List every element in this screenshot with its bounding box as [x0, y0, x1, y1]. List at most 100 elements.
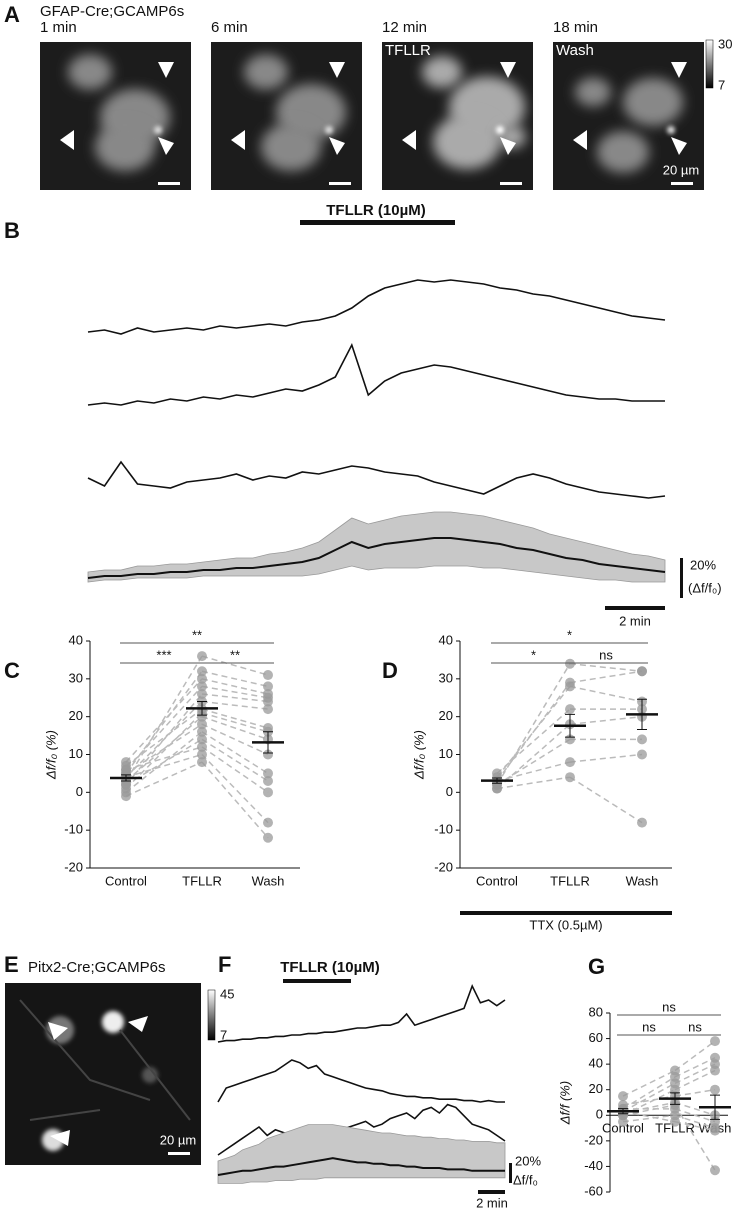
y-tick-label: 10	[439, 746, 453, 761]
x-tick-label: Control	[476, 873, 518, 888]
x-tick-label: Control	[602, 1121, 644, 1136]
paired-line	[569, 753, 643, 763]
paired-line	[201, 753, 269, 824]
drug-bar	[300, 220, 455, 225]
paired-line	[569, 715, 643, 725]
panel-title: GFAP-Cre;GCAMP6s	[40, 3, 184, 20]
y-tick-label: 0	[446, 784, 453, 799]
trace	[217, 1103, 506, 1156]
paired-line	[125, 716, 203, 782]
x-tick-label: Wash	[626, 873, 659, 888]
cell-signal	[261, 123, 321, 171]
paired-line	[201, 655, 269, 676]
paired-line	[125, 701, 203, 778]
soma	[325, 126, 333, 134]
y-tick-label: -40	[584, 1158, 603, 1173]
paired-line	[674, 1104, 716, 1171]
data-point	[197, 651, 207, 662]
paired-line	[201, 731, 269, 775]
scale-bar	[605, 606, 665, 610]
paired-line	[125, 708, 203, 767]
cell-signal	[244, 54, 288, 90]
arrowhead	[402, 62, 516, 155]
paired-line	[569, 776, 643, 824]
trace	[87, 460, 666, 499]
scale-label: 20 µm	[160, 1132, 196, 1147]
frame-time: 1 min	[40, 19, 77, 36]
paired-line	[622, 1114, 676, 1123]
y-tick-label: 20	[69, 708, 83, 723]
data-point	[197, 666, 207, 677]
data-point	[121, 791, 131, 802]
scale-bar	[168, 1152, 190, 1155]
data-point	[618, 1110, 628, 1121]
cell-signal	[623, 78, 683, 126]
data-point	[121, 764, 131, 775]
paired-line	[674, 1063, 716, 1084]
y-axis-label: Δf/f₀ (%)	[411, 730, 426, 780]
data-point	[263, 768, 273, 779]
condition-bar	[460, 911, 672, 915]
data-point	[263, 775, 273, 786]
colorbar-max: 45	[220, 986, 234, 1001]
colorbar	[705, 39, 714, 89]
data-point	[710, 1125, 720, 1136]
x-tick-label: TFLLR	[182, 873, 222, 888]
paired-line	[569, 662, 643, 673]
significance-label: *	[567, 627, 572, 642]
paired-line	[622, 1101, 676, 1114]
y-axis-label: Δf/f (%)	[557, 1081, 572, 1125]
scale-bar	[158, 182, 180, 185]
y-tick-label: -20	[434, 859, 453, 874]
paired-line	[496, 682, 571, 782]
panel-label: G	[588, 954, 605, 979]
data-point	[197, 688, 207, 699]
frame-condition: TFLLR	[385, 42, 431, 59]
drug-label: TFLLR (10µM)	[326, 202, 425, 219]
y-tick-label: 80	[589, 1004, 603, 1019]
paired-line	[622, 1110, 676, 1123]
paired-line	[201, 761, 269, 839]
paired-line	[569, 685, 643, 703]
data-point	[263, 832, 273, 843]
significance-label: ns	[662, 999, 676, 1014]
paired-line	[496, 723, 571, 790]
paired-line	[201, 670, 269, 688]
scale-label: 2 min	[619, 613, 651, 628]
panel-label: D	[382, 658, 398, 683]
scale-bar	[500, 182, 522, 185]
significance-label: ns	[642, 1019, 656, 1034]
data-point	[263, 696, 273, 707]
y-tick-label: 0	[596, 1107, 603, 1122]
data-point	[197, 719, 207, 730]
paired-line	[201, 712, 269, 733]
data-point	[565, 757, 575, 768]
cell-signal	[597, 131, 649, 173]
y-tick-label: -60	[584, 1183, 603, 1198]
paired-line	[125, 761, 203, 797]
data-point	[492, 783, 502, 794]
y-tick-label: 30	[69, 670, 83, 685]
frame-time: 6 min	[211, 19, 248, 36]
cell-signal	[422, 56, 462, 88]
significance-label: ns	[688, 1019, 702, 1034]
scale-bar	[329, 182, 351, 185]
significance-label: ns	[599, 647, 613, 662]
cell-signal	[433, 114, 501, 170]
data-point	[618, 1091, 628, 1102]
arrowhead	[231, 62, 345, 155]
y-tick-label: 40	[589, 1056, 603, 1071]
cell-signal	[68, 54, 112, 90]
paired-line	[622, 1104, 676, 1117]
significance-label: *	[531, 647, 536, 662]
data-point	[637, 734, 647, 745]
soma	[496, 126, 504, 134]
x-tick-label: Wash	[252, 873, 285, 888]
data-point	[263, 681, 273, 692]
paired-line	[201, 685, 269, 699]
trace	[87, 279, 666, 335]
data-point	[565, 704, 575, 715]
drug-bar	[283, 979, 351, 983]
paired-line	[201, 678, 269, 695]
